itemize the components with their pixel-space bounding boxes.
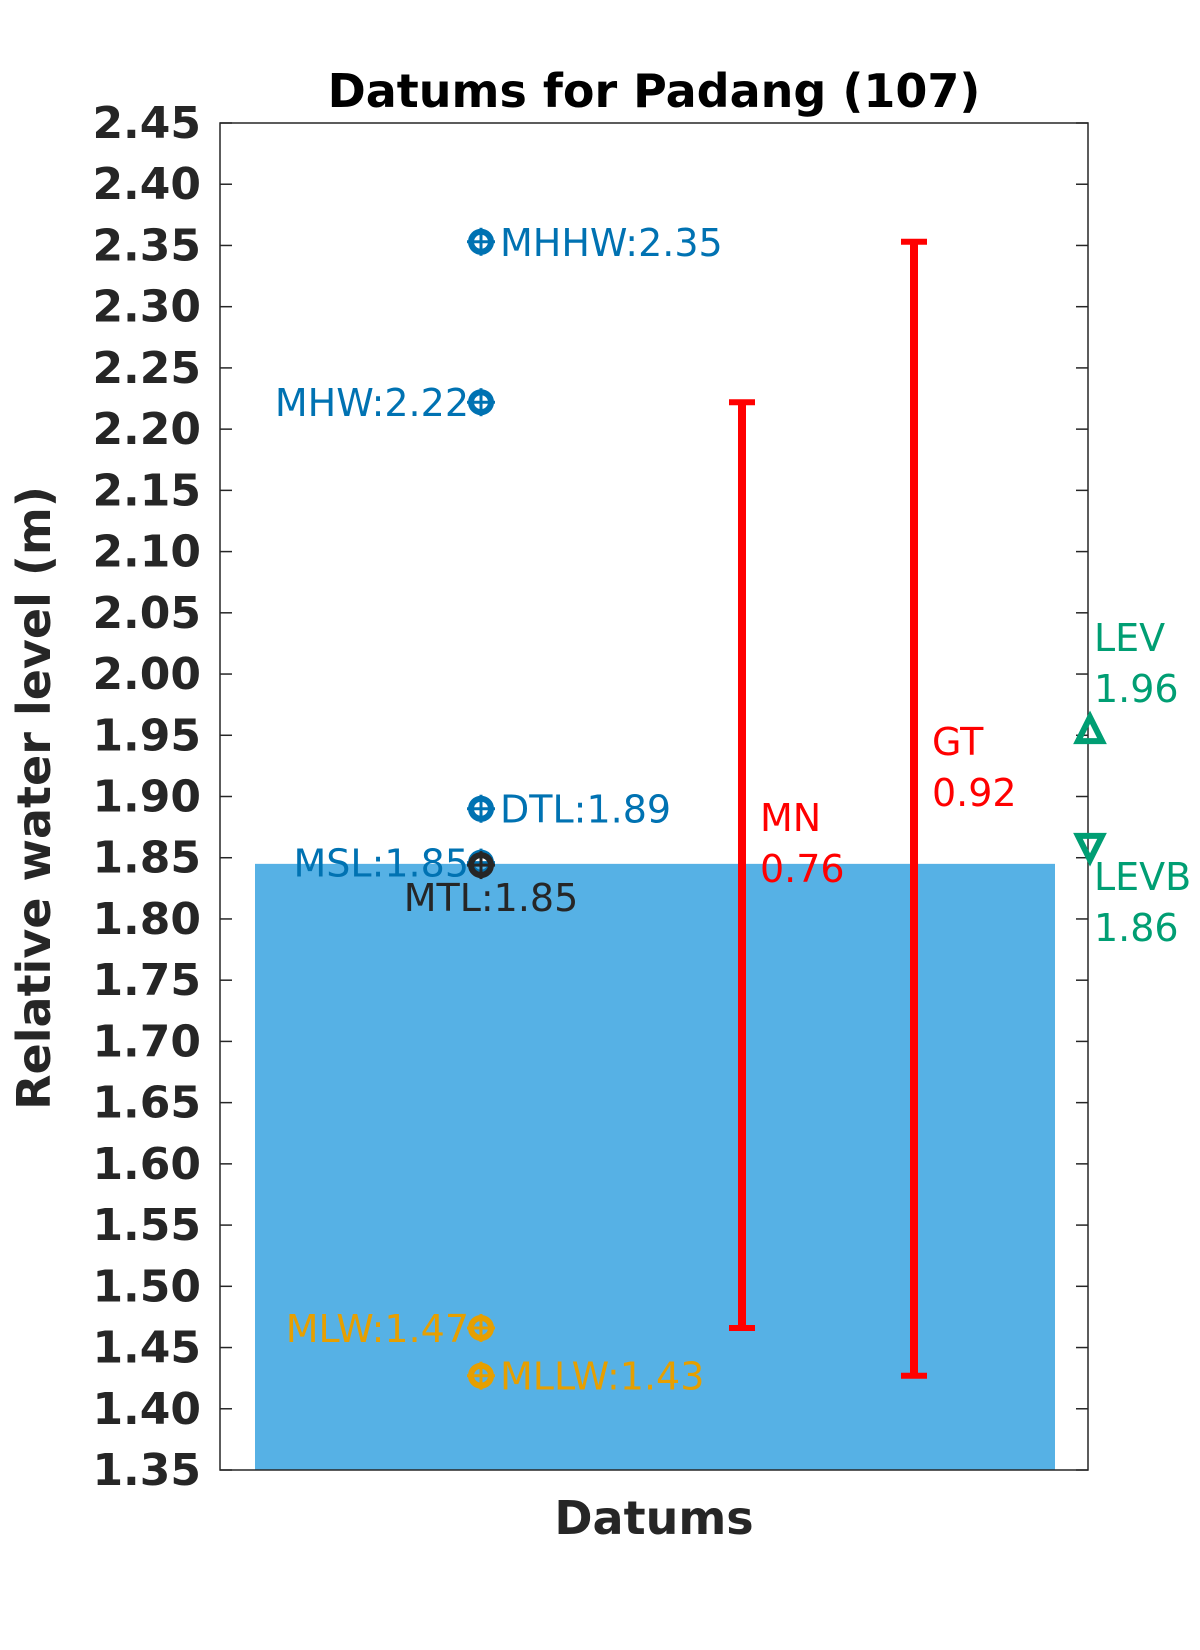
- mhw-label: MHW:2.22: [275, 381, 469, 425]
- mtl-label: MTL:1.85: [404, 876, 579, 920]
- y-axis-label: Relative water level (m): [7, 486, 61, 1110]
- gt-value: 0.92: [932, 771, 1017, 815]
- y-tick-label: 1.60: [92, 1139, 201, 1190]
- dtl-label: DTL:1.89: [500, 788, 671, 832]
- y-tick-label: 1.40: [92, 1384, 201, 1435]
- y-tick-label: 1.90: [92, 772, 201, 823]
- y-tick-label: 2.30: [92, 282, 201, 333]
- mn-label: MN: [760, 796, 821, 840]
- msl-label: MSL:1.85: [294, 842, 470, 886]
- y-tick-label: 1.55: [92, 1200, 201, 1251]
- y-tick-label: 1.35: [92, 1445, 201, 1496]
- levb-label: LEVB: [1094, 855, 1191, 899]
- y-tick-label: 2.35: [92, 220, 201, 271]
- y-axis-ticks: 1.35 1.40 1.45 1.50 1.55 1.60 1.65 1.70 1.75 1.80…: [92, 98, 1088, 1496]
- y-tick-label: 1.95: [92, 710, 201, 761]
- y-tick-label: 2.10: [92, 527, 201, 578]
- levb-value: 1.86: [1094, 906, 1179, 950]
- y-tick-label: 2.25: [92, 343, 201, 394]
- mlw-label: MLW:1.47: [286, 1307, 469, 1351]
- lev-value: 1.96: [1094, 667, 1179, 711]
- lev-marker: [1073, 710, 1107, 745]
- y-tick-label: 2.00: [92, 649, 201, 700]
- y-tick-label: 1.50: [92, 1261, 201, 1312]
- plot-area: [219, 122, 1089, 1471]
- lev-label: LEV: [1094, 616, 1165, 660]
- y-tick-label: 1.85: [92, 833, 201, 884]
- y-tick-label: 1.70: [92, 1016, 201, 1067]
- gt-label: GT: [932, 720, 984, 764]
- y-tick-label: 1.80: [92, 894, 201, 945]
- y-tick-label: 1.65: [92, 1078, 201, 1129]
- mean-level-bar: [255, 863, 1055, 1470]
- x-axis-label: Datums: [554, 1491, 753, 1545]
- y-tick-label: 2.05: [92, 588, 201, 639]
- levb-marker: [1073, 832, 1107, 867]
- y-tick-label: 2.20: [92, 404, 201, 455]
- y-tick-label: 2.15: [92, 465, 201, 516]
- mhhw-label: MHHW:2.35: [500, 221, 723, 265]
- chart-title: Datums for Padang (107): [328, 64, 981, 118]
- chart-marks: MN 0.76 GT 0.92 MHHW:2.35 MHW:2.22 DTL:1.89 MSL…: [275, 221, 1191, 1399]
- y-tick-label: 2.40: [92, 159, 201, 210]
- y-tick-label: 1.45: [92, 1323, 201, 1374]
- y-tick-label: 1.75: [92, 955, 201, 1006]
- mllw-label: MLLW:1.43: [500, 1355, 704, 1399]
- mn-value: 0.76: [760, 847, 845, 891]
- y-tick-label: 2.45: [92, 98, 201, 149]
